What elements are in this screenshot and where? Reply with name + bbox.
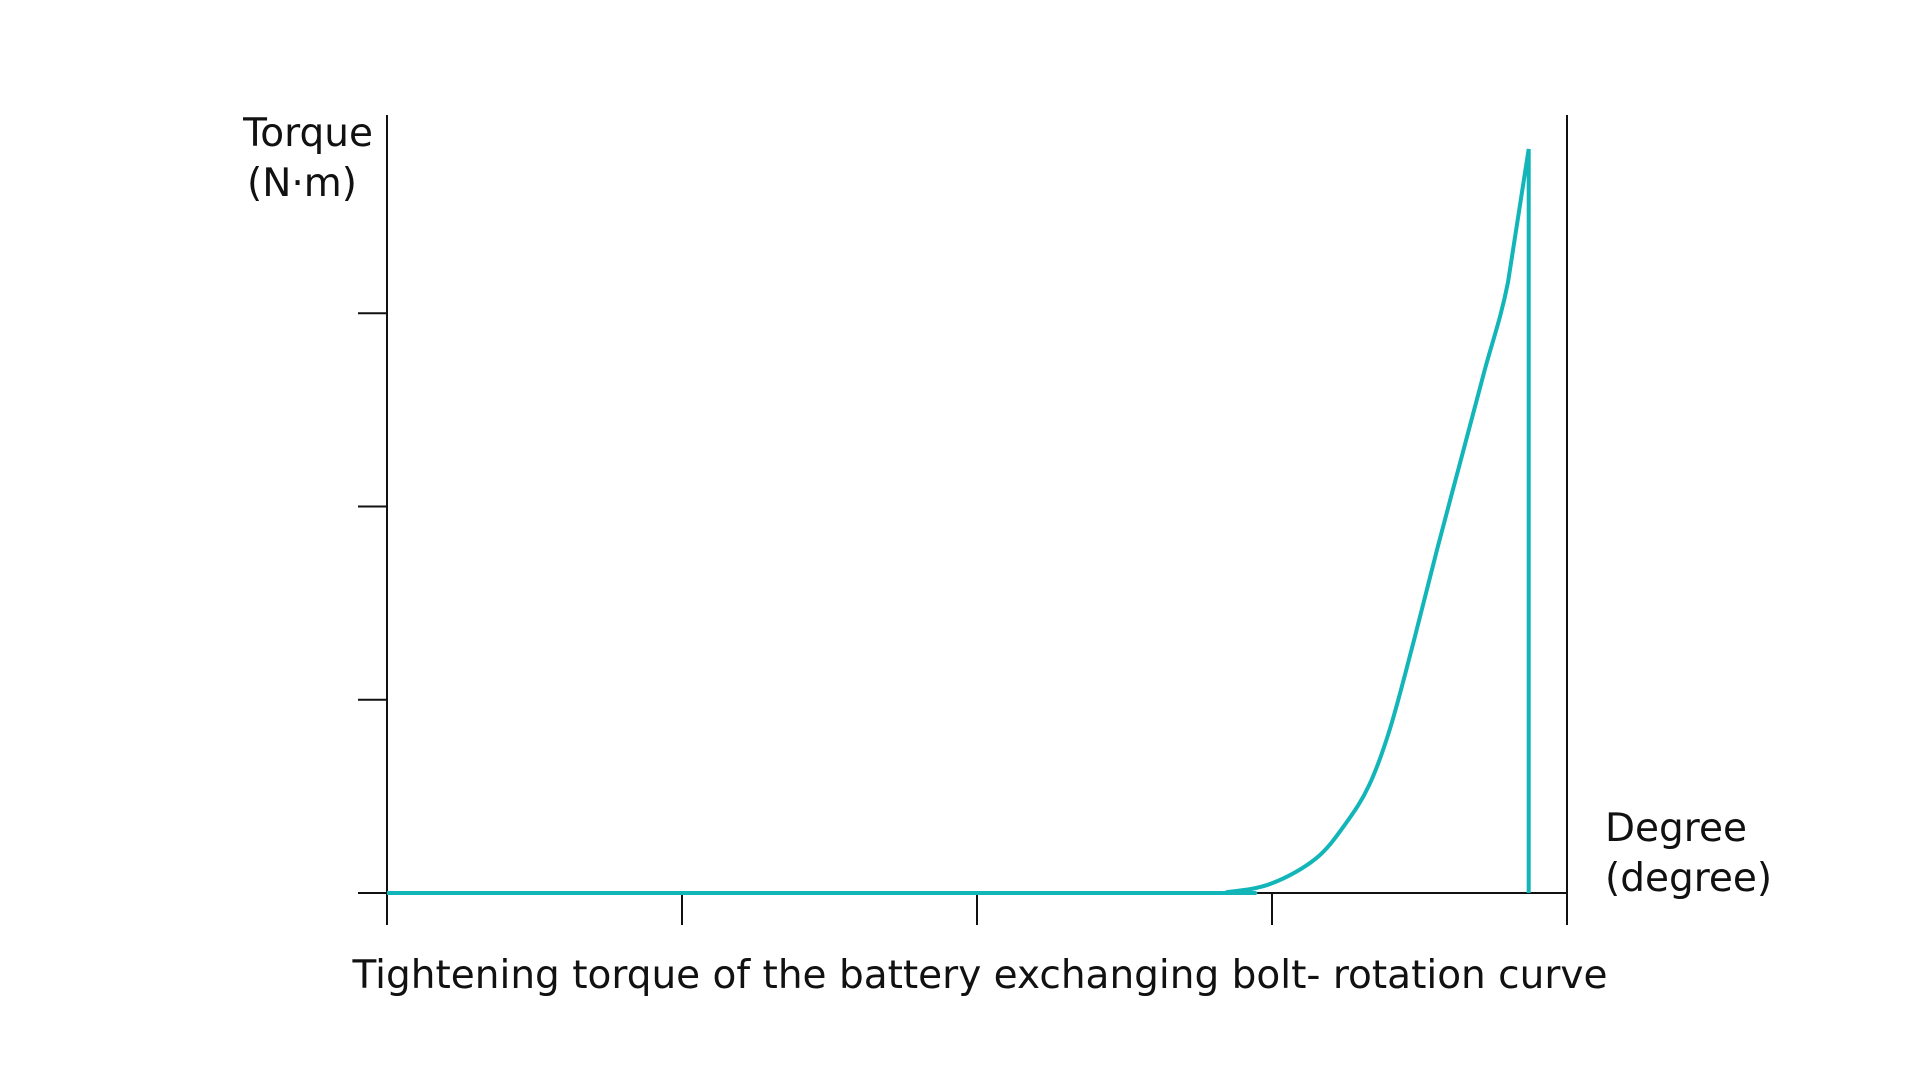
ticks bbox=[358, 312, 1568, 925]
x-axis-label-line-1: Degree bbox=[1605, 806, 1747, 851]
chart-title: Tightening torque of the battery exchang… bbox=[352, 953, 1608, 998]
y-axis-label-line-2: (N·m) bbox=[247, 161, 357, 206]
axes bbox=[358, 115, 1568, 925]
x-axis-label-line-2: (degree) bbox=[1605, 856, 1773, 901]
series bbox=[387, 148, 1531, 896]
series-line-0 bbox=[387, 148, 1531, 896]
y-axis-label-line-1: Torque bbox=[243, 111, 373, 156]
